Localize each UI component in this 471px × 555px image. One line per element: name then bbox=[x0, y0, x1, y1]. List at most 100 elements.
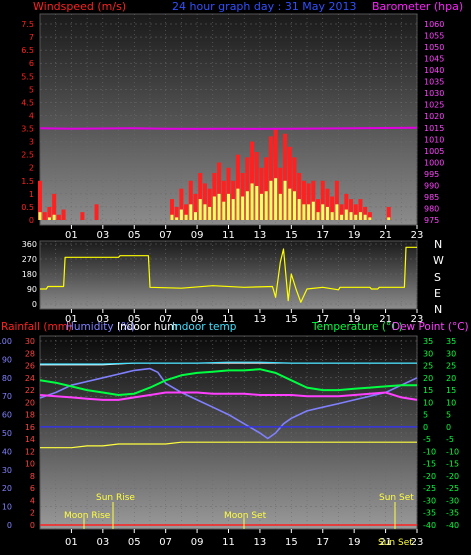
temperature-axis-tick-label: -30 bbox=[423, 496, 436, 505]
average-windspeed-bar bbox=[325, 206, 329, 220]
average-windspeed-bar bbox=[349, 212, 353, 220]
windspeed-bar bbox=[56, 214, 61, 220]
rainfall-axis-tick-label: 22 bbox=[25, 386, 35, 395]
windspeed-axis-tick-label: 4.5 bbox=[21, 98, 34, 107]
sun-set-label: Sun Set bbox=[379, 493, 414, 503]
direction-line bbox=[40, 246, 417, 303]
direction-x-tick-label: 07 bbox=[159, 314, 172, 325]
temperature-axis-tick-label: -5 bbox=[423, 435, 431, 444]
direction-panel-x-axis: 01 03 05 07 09 11 13 15 17 19 21 23 bbox=[65, 309, 423, 325]
average-windspeed-bar bbox=[340, 214, 344, 220]
humidity-axis-tick-label: 50 bbox=[2, 429, 12, 438]
direction-x-tick-label: 13 bbox=[254, 314, 267, 325]
average-windspeed-bar bbox=[231, 199, 235, 220]
barometer-axis-tick-label: 975 bbox=[424, 216, 439, 225]
yellow-reference-line bbox=[40, 441, 417, 449]
direction-x-tick-label: 05 bbox=[128, 314, 141, 325]
humidity-panel-marks bbox=[39, 361, 418, 526]
rainfall-axis-tick-label: 8 bbox=[30, 472, 35, 481]
windspeed-axis-tick-label: 5 bbox=[29, 85, 34, 94]
rainfall-axis-tick-label: 16 bbox=[25, 423, 35, 432]
direction-panel-marks bbox=[40, 246, 417, 303]
humidity-axis-tick-label: 30 bbox=[2, 466, 12, 475]
rainfall-axis-tick-label: 12 bbox=[25, 447, 35, 456]
windspeed-bar bbox=[311, 180, 316, 220]
average-windspeed-bar bbox=[368, 217, 372, 220]
temperature-axis-tick-label: 20 bbox=[423, 374, 433, 383]
humidity-x-tick-label: 21 bbox=[379, 537, 392, 548]
average-windspeed-bar bbox=[354, 214, 358, 220]
rainfall-axis-tick-label: 30 bbox=[25, 337, 35, 346]
compass-letter-e: E bbox=[434, 287, 441, 300]
chart-title: 24 hour graph day : 31 May 2013 bbox=[172, 0, 357, 13]
rainfall-axis-tick-label: 26 bbox=[25, 362, 35, 371]
barometer-axis-tick-label: 1015 bbox=[424, 124, 444, 133]
barometer-axis-tick-label: 1055 bbox=[424, 32, 444, 41]
windspeed-bar bbox=[297, 172, 302, 220]
dew-point-axis-tick-label: -20 bbox=[446, 472, 459, 481]
windspeed-bar bbox=[217, 162, 222, 220]
average-windspeed-bar bbox=[269, 180, 273, 220]
humidity-x-tick-label: 11 bbox=[222, 537, 235, 548]
barometer-axis-tick-label: 1060 bbox=[424, 20, 444, 29]
temperature-axis-tick-label: 15 bbox=[423, 386, 433, 395]
rainfall-axis-tick-label: 14 bbox=[25, 435, 35, 444]
sun-rise-label: Sun Rise bbox=[96, 493, 135, 503]
average-windspeed-bar bbox=[288, 188, 292, 220]
indoor-hum-label: Indoor hum bbox=[117, 321, 177, 333]
direction-x-tick-label: 03 bbox=[96, 314, 109, 325]
temperature-axis-tick-label: 5 bbox=[423, 411, 428, 420]
average-windspeed-bar bbox=[307, 204, 311, 220]
windspeed-axis-tick-label: 0 bbox=[29, 216, 34, 225]
rainfall-axis-tick-label: 18 bbox=[25, 411, 35, 420]
temperature-axis-tick-label: -20 bbox=[423, 472, 436, 481]
temperature-axis: -40 -35 -30 -25 -20 -15 -10 -5 0 5 10 15 20 25 30 35 bbox=[423, 337, 436, 530]
rainfall-axis-tick-label: 24 bbox=[25, 374, 35, 383]
average-windspeed-bar bbox=[264, 191, 268, 220]
temperature-axis-tick-label: -35 bbox=[423, 509, 436, 518]
humidity-axis-tick-label: 70 bbox=[2, 392, 12, 401]
windspeed-bar bbox=[198, 172, 203, 220]
average-windspeed-bar bbox=[222, 201, 226, 220]
windspeed-bar bbox=[80, 212, 85, 220]
dew-point-axis-tick-label: -30 bbox=[446, 496, 459, 505]
windspeed-axis-tick-label: 1.5 bbox=[21, 177, 34, 186]
moon-rise-label: Moon Rise bbox=[64, 511, 111, 521]
windspeed-bar bbox=[325, 188, 330, 220]
dew-point-axis-title: Dew Point (°C) bbox=[392, 321, 469, 333]
compass-letter-w: W bbox=[433, 254, 444, 267]
direction-x-tick-label: 19 bbox=[348, 314, 361, 325]
barometer-axis: 975 980 985 990 995 1000 1005 1010 1015 1020 1025 1… bbox=[424, 20, 444, 225]
average-windspeed-bar bbox=[175, 217, 179, 220]
windspeed-axis-tick-label: 0.5 bbox=[21, 203, 34, 212]
windspeed-bar bbox=[38, 180, 42, 220]
average-windspeed-bar bbox=[292, 191, 296, 220]
windspeed-bar bbox=[301, 180, 306, 220]
rainfall-axis-tick-label: 28 bbox=[25, 349, 35, 358]
average-windspeed-bar bbox=[241, 196, 245, 220]
average-windspeed-bar bbox=[38, 212, 42, 220]
windspeed-bar bbox=[268, 136, 273, 220]
temperature-axis-title: Temperature (°C) bbox=[311, 321, 403, 333]
humidity-x-tick-label: 05 bbox=[128, 537, 141, 548]
temperature-axis-tick-label: -15 bbox=[423, 460, 436, 469]
barometer-axis-tick-label: 1005 bbox=[424, 147, 444, 156]
dew-point-axis-tick-label: 35 bbox=[446, 337, 456, 346]
humidity-axis-tick-label: 100 bbox=[0, 337, 12, 346]
temperature-axis-tick-label: -40 bbox=[423, 521, 436, 530]
barometer-axis-tick-label: 1045 bbox=[424, 55, 444, 64]
dew-point-axis-tick-label: 10 bbox=[446, 398, 456, 407]
average-windspeed-bar bbox=[170, 214, 174, 220]
wind-panel-marks bbox=[38, 126, 418, 220]
barometer-axis-title: Barometer (hpa) bbox=[372, 0, 463, 13]
compass-letter-n-2: N bbox=[434, 303, 442, 316]
humidity-x-tick-label: 23 bbox=[411, 537, 424, 548]
direction-x-tick-label: 15 bbox=[285, 314, 298, 325]
windspeed-bar bbox=[320, 180, 325, 220]
average-windspeed-bar bbox=[321, 204, 325, 220]
dew-point-axis-tick-label: -15 bbox=[446, 460, 459, 469]
direction-x-tick-label: 09 bbox=[191, 314, 204, 325]
humidity-x-tick-label: 13 bbox=[254, 537, 267, 548]
average-windspeed-bar bbox=[179, 209, 183, 220]
windspeed-axis-title: Windspeed (m/s) bbox=[33, 0, 126, 13]
